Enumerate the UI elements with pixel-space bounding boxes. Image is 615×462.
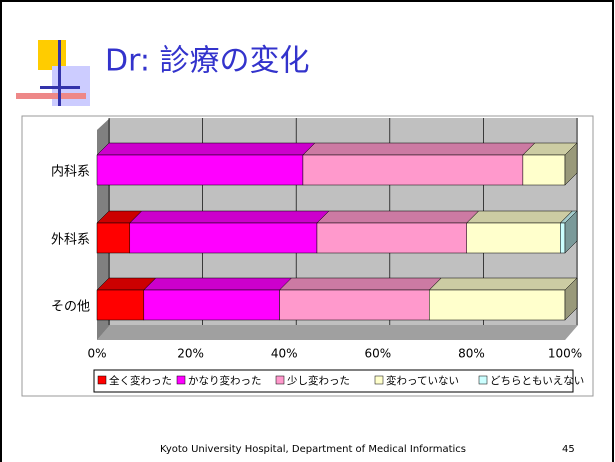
x-tick-label: 40% xyxy=(271,347,298,361)
legend-label: どちらともいえない xyxy=(490,375,584,387)
page-number: 45 xyxy=(562,444,575,455)
bar xyxy=(143,289,280,321)
bar-end xyxy=(564,142,578,186)
x-tick-label: 0% xyxy=(87,347,106,361)
legend-swatch xyxy=(97,375,107,385)
x-tick-label: 20% xyxy=(177,347,204,361)
legend-swatch xyxy=(176,375,186,385)
bar xyxy=(522,154,566,186)
legend xyxy=(93,369,574,393)
bar-end xyxy=(564,210,578,254)
bar xyxy=(316,222,467,254)
bar-top xyxy=(316,210,480,224)
bar-top xyxy=(96,142,316,156)
legend-swatch xyxy=(275,375,285,385)
y-tick-label: 内科系 xyxy=(51,164,90,180)
bar-top xyxy=(129,210,330,224)
bar-top xyxy=(302,142,536,156)
bar xyxy=(279,289,430,321)
decoration xyxy=(38,40,66,70)
bar-top xyxy=(466,210,573,224)
bar xyxy=(466,222,561,254)
legend-swatch xyxy=(478,375,488,385)
bar xyxy=(129,222,318,254)
x-tick-label: 60% xyxy=(364,347,391,361)
slide-title: Dr: 診療の変化 xyxy=(105,44,310,79)
legend-label: 変わっていない xyxy=(386,374,459,387)
bar xyxy=(96,289,145,321)
bar-top xyxy=(278,277,442,291)
legend-label: 少し変わった xyxy=(287,374,350,387)
bar xyxy=(302,154,524,186)
bar xyxy=(560,222,566,254)
x-tick-label: 100% xyxy=(548,347,582,361)
legend-label: 全く変わった xyxy=(109,374,172,387)
bar-top xyxy=(428,277,578,291)
decoration xyxy=(58,40,61,106)
y-tick-label: その他 xyxy=(51,300,90,315)
decoration xyxy=(16,93,86,99)
floor xyxy=(97,325,578,340)
legend-swatch xyxy=(374,375,384,385)
bar xyxy=(429,289,566,321)
bar xyxy=(96,154,304,186)
bar-end xyxy=(564,277,578,321)
legend-label: かなり変わった xyxy=(188,374,262,387)
decoration xyxy=(40,86,80,89)
x-tick-label: 80% xyxy=(458,347,485,361)
bar xyxy=(96,222,131,254)
bar-top xyxy=(143,277,293,291)
y-tick-label: 外科系 xyxy=(51,233,90,248)
footer: Kyoto University Hospital, Department of… xyxy=(160,444,466,455)
